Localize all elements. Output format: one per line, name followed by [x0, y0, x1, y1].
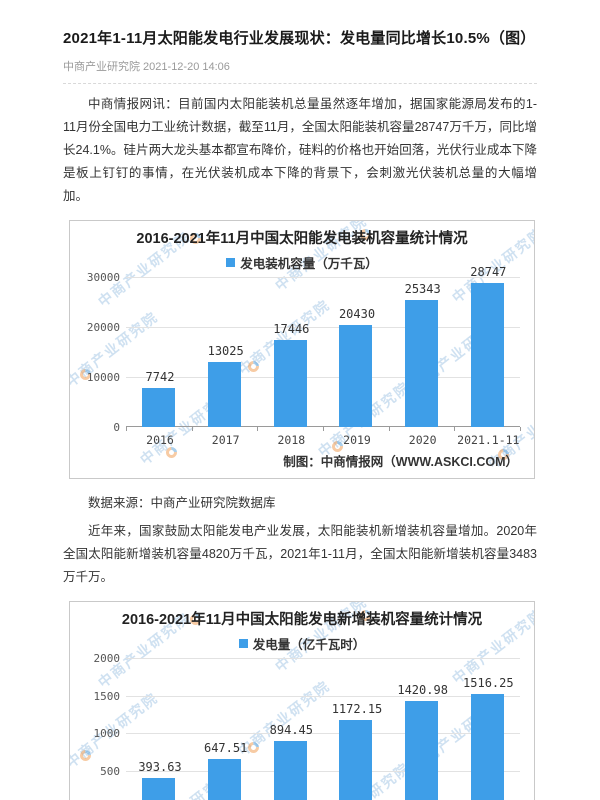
legend-label: 发电装机容量（万千瓦）: [240, 256, 378, 271]
x-axis-tick: [520, 427, 521, 431]
y-axis-tick-label: 30000: [86, 271, 120, 284]
bar-value-label: 894.45: [269, 723, 313, 737]
x-axis-label: 2018: [277, 433, 306, 447]
x-axis-tick: [126, 427, 127, 431]
bar-value-label: 17446: [273, 322, 310, 336]
x-axis-label: 2017: [211, 433, 240, 447]
page-title: 2021年1-11月太阳能发电行业发展现状：发电量同比增长10.5%（图）: [63, 30, 536, 47]
bar: [273, 340, 307, 427]
y-axis-tick-label: 500: [100, 764, 120, 778]
second-paragraph: 近年来，国家鼓励太阳能发电产业发展，太阳能装机新增装机容量增加。2020年全国太…: [63, 524, 537, 584]
chart-legend: 发电装机容量（万千瓦）: [80, 254, 524, 271]
bar: [339, 325, 373, 427]
grid-line: [126, 377, 520, 378]
bar-value-label: 1516.25: [463, 676, 514, 690]
x-axis-tick: [257, 427, 259, 431]
y-axis-tick-label: 10000: [86, 371, 120, 384]
data-source-line: 数据来源：中商产业研究院数据库: [88, 496, 276, 510]
chart-legend: 发电量（亿千瓦时）: [80, 635, 524, 652]
x-axis-label: 2016: [146, 433, 174, 447]
x-axis-line: [126, 426, 520, 427]
installed-capacity-chart: 中商产业研究院 中商产业研究院 中商产业研究院 中商产业研究院 中商产业研究院 中商产业研…: [69, 220, 535, 479]
new-capacity-chart: 中商产业研究院 中商产业研究院 中商产业研究院 中商产业研究院 中商产业研究院 中商产业研…: [69, 601, 535, 800]
y-axis-tick-label: 0: [113, 421, 120, 434]
grid-line: [126, 695, 520, 697]
intro-paragraph: 中商情报网讯：目前国内太阳能装机总量虽然逐年增加，据国家能源局发布的1-11月份…: [63, 97, 537, 203]
legend-swatch: [226, 257, 236, 267]
bar: [405, 701, 438, 800]
bar-value-label: 7742: [145, 370, 175, 384]
x-axis-tick: [388, 427, 390, 431]
grid-line: [126, 277, 520, 278]
bar-value-label: 13025: [207, 344, 244, 358]
bar-value-label: 20430: [338, 307, 376, 321]
x-axis-tick: [191, 427, 193, 431]
legend-swatch: [238, 638, 248, 648]
plot-area: 0 10000 20000 30000 7742 2016 13025 2017 17446 20…: [80, 266, 524, 447]
x-axis-tick: [323, 427, 324, 431]
y-axis-tick-label: 2000: [93, 652, 121, 665]
x-axis-label: 2020: [408, 433, 437, 447]
bar-value-label: 28747: [470, 265, 507, 279]
bar: [142, 778, 176, 800]
bar: [470, 283, 504, 427]
chart-content: 2016-2021年11月中国太阳能发电新增装机容量统计情况 发电量（亿千瓦时）…: [80, 611, 524, 800]
separator: [63, 83, 537, 84]
bar: [208, 362, 241, 427]
bar: [273, 741, 307, 800]
grid-line: [126, 733, 520, 734]
bar: [405, 300, 438, 427]
bar-value-label: 1172.15: [331, 702, 383, 716]
bar: [470, 694, 504, 800]
chart-title: 2016-2021年11月中国太阳能发电装机容量统计情况: [136, 231, 468, 247]
bar: [142, 388, 176, 427]
chart-title: 2016-2021年11月中国太阳能发电新增装机容量统计情况: [121, 612, 483, 628]
bar-value-label: 393.63: [138, 760, 182, 774]
y-axis-tick-label: 1000: [93, 727, 121, 740]
bar: [339, 720, 373, 800]
x-axis-label: 2021.1-11: [457, 433, 520, 447]
plot-area: 0500100015002000393.632016647.512017894.…: [80, 653, 524, 800]
chart-content: 2016-2021年11月中国太阳能发电装机容量统计情况 发电装机容量（万千瓦）…: [80, 230, 524, 470]
x-axis-label: 2019: [343, 433, 371, 447]
y-axis-tick-label: 1500: [93, 689, 121, 703]
legend-label: 发电量（亿千瓦时）: [252, 637, 366, 652]
bar-value-label: 25343: [404, 282, 441, 296]
bar-value-label: 1420.98: [397, 683, 448, 697]
grid-line: [126, 658, 520, 659]
chart-credit: 制图：中商情报网（WWW.ASKCI.COM）: [283, 455, 518, 469]
byline: 中商产业研究院 2021-12-20 14:06: [63, 61, 230, 73]
grid-line: [126, 327, 520, 328]
bar-value-label: 647.51: [203, 741, 248, 755]
bar: [208, 759, 241, 800]
x-axis-tick: [454, 427, 456, 431]
grid-line: [126, 770, 520, 772]
y-axis-tick-label: 20000: [86, 321, 120, 334]
